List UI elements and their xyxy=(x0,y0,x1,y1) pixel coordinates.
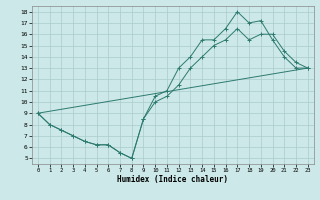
X-axis label: Humidex (Indice chaleur): Humidex (Indice chaleur) xyxy=(117,175,228,184)
